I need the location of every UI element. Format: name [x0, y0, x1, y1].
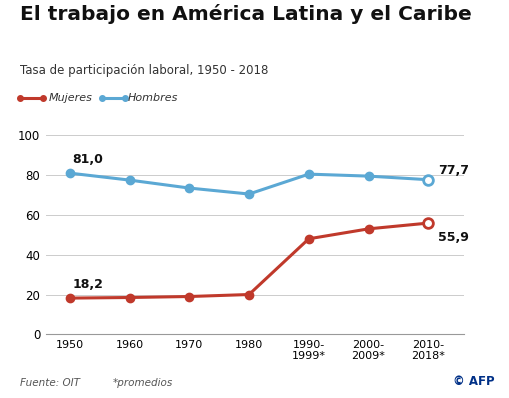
- Text: 18,2: 18,2: [72, 278, 103, 291]
- Text: 55,9: 55,9: [437, 231, 468, 244]
- Text: 81,0: 81,0: [72, 153, 103, 166]
- Text: Mujeres: Mujeres: [48, 92, 92, 103]
- Text: 77,7: 77,7: [437, 164, 468, 177]
- Text: © AFP: © AFP: [452, 375, 494, 388]
- Text: Tasa de participación laboral, 1950 - 2018: Tasa de participación laboral, 1950 - 20…: [20, 64, 268, 77]
- Text: Hombres: Hombres: [127, 92, 178, 103]
- Text: Fuente: OIT: Fuente: OIT: [20, 378, 80, 388]
- Text: *promedios: *promedios: [112, 378, 172, 388]
- Text: El trabajo en América Latina y el Caribe: El trabajo en América Latina y el Caribe: [20, 4, 471, 24]
